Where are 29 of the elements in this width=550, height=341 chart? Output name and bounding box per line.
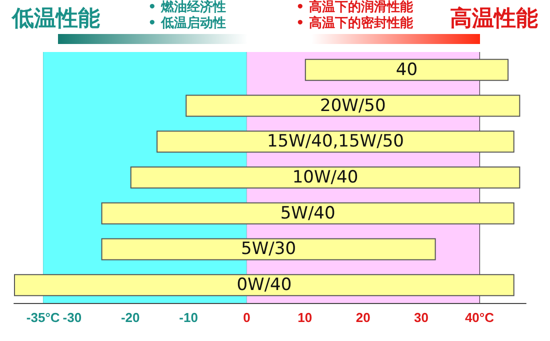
y-tick-label: 0W/40 — [236, 275, 292, 296]
bar — [130, 166, 520, 188]
text: 高温性能 — [450, 6, 538, 32]
bar — [14, 274, 514, 296]
x-tick-label: 30 — [414, 310, 429, 325]
y-tick-label: 15W/40,15W/50 — [266, 132, 404, 152]
x-tick-label: -20 — [120, 310, 140, 325]
text: • 高温下的密封性能 — [296, 15, 414, 31]
x-tick-label: -10 — [179, 310, 198, 325]
y-tick-label: 20W/50 — [320, 96, 386, 116]
y-tick-label: 40 — [396, 60, 418, 80]
y-tick-label: 5W/30 — [241, 239, 296, 260]
bar — [101, 238, 436, 260]
x-tick-label: 0 — [243, 310, 250, 325]
text: • 燃油经济性 — [148, 0, 226, 15]
y-tick-label: 10W/40 — [292, 168, 358, 188]
x-tick-label: 10 — [298, 310, 312, 325]
text: • 低温启动性 — [148, 15, 226, 31]
bar — [101, 202, 514, 224]
x-tick-label: -35°C — [26, 310, 60, 325]
bar — [304, 58, 509, 81]
bar — [186, 94, 520, 117]
x-tick-label: 20 — [356, 310, 370, 325]
bar — [156, 130, 514, 153]
x-tick-label: 40°C — [464, 310, 495, 325]
x-tick-label: -30 — [62, 310, 82, 325]
text: • 高温下的润滑性能 — [296, 0, 414, 15]
y-tick-label: 5W/40 — [280, 203, 336, 224]
text: 低温性能 — [11, 6, 100, 32]
